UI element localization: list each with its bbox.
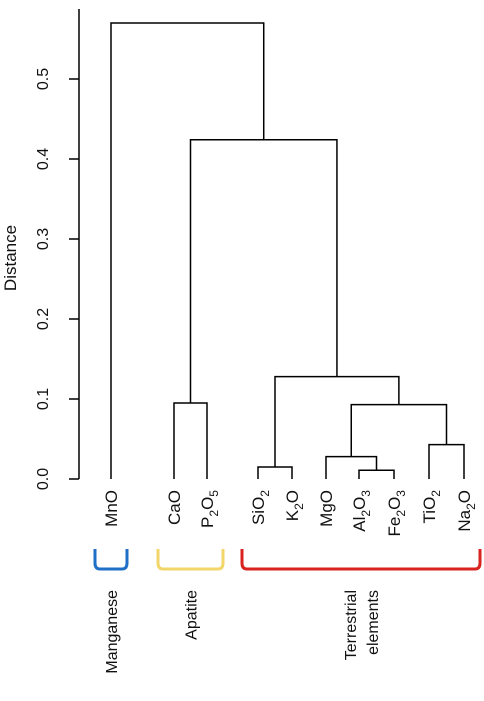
y-tick-label: 0.5 — [35, 68, 52, 90]
group-brackets: Manganese Apatite Terrestrial elements — [93, 549, 482, 674]
y-tick-label: 0.0 — [35, 468, 52, 490]
leaf-label: CaO — [165, 490, 184, 525]
leaf-label: SiO2 — [249, 490, 272, 525]
group-label: Terrestrial — [343, 590, 360, 660]
leaf-label: Fe2O3 — [385, 490, 408, 537]
group-bracket — [240, 549, 482, 571]
leaf-label: Al2O3 — [350, 490, 373, 532]
leaf-label: TiO2 — [420, 490, 443, 524]
dendrogram-merge — [274, 375, 400, 467]
dendrogram-merge — [350, 403, 448, 457]
y-axis-label: Distance — [1, 225, 20, 291]
leaf-label: Na2O — [455, 490, 478, 532]
group-bracket — [93, 549, 129, 571]
y-tick-label: 0.3 — [35, 228, 52, 250]
dendrogram-merge — [257, 466, 293, 479]
y-tick-label: 0.2 — [35, 308, 52, 330]
leaf-label: MnO — [102, 490, 121, 527]
y-tick-label: 0.4 — [35, 148, 52, 170]
y-tick-label: 0.1 — [35, 388, 52, 410]
dendrogram-merge — [428, 443, 465, 479]
leaf-label: MgO — [317, 490, 336, 527]
dendrogram-tree — [110, 22, 465, 479]
group-bracket — [156, 549, 225, 571]
group-label: Apatite — [184, 590, 201, 640]
dendrogram-merge — [173, 402, 208, 479]
dendrogram-merge — [189, 139, 338, 403]
dendrogram-merge — [358, 469, 395, 479]
group-label: elements — [365, 590, 382, 655]
dendrogram-merge — [110, 22, 265, 479]
y-axis-ticks: 0.0 0.1 0.2 0.3 0.4 0.5 — [35, 68, 79, 490]
leaf-label: P2O5 — [198, 490, 221, 528]
group-label: Manganese — [104, 590, 121, 674]
dendrogram-merge — [325, 455, 378, 479]
leaf-labels: MnO CaO P2O5 SiO2 K2O MgO Al2O3 Fe2O3 TiO2 Na2O — [102, 490, 478, 537]
leaf-label: K2O — [283, 490, 306, 521]
